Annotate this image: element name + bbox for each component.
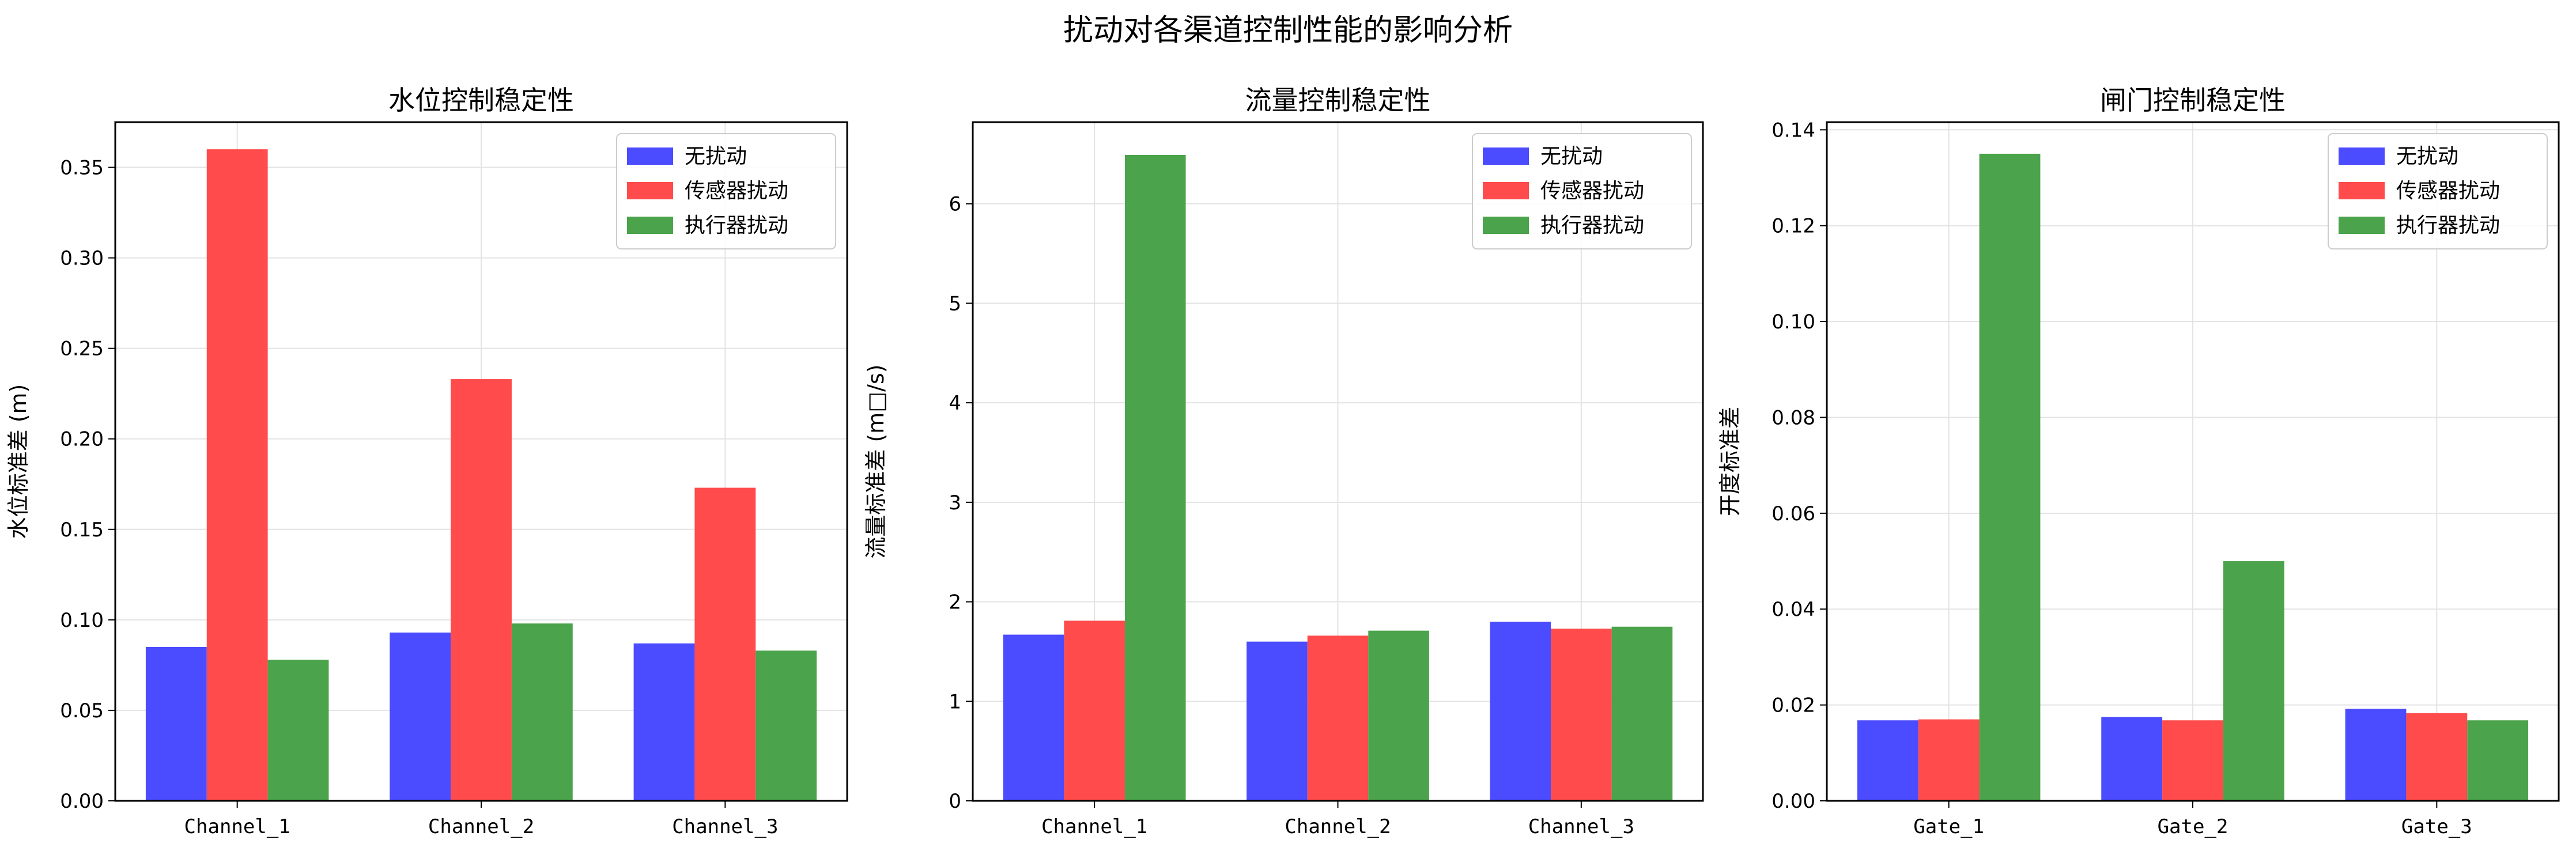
legend-label: 执行器扰动: [2396, 214, 2500, 237]
y-tick-label: 0.15: [60, 519, 104, 542]
y-tick-label: 0.20: [60, 428, 104, 451]
legend-label: 无扰动: [2396, 145, 2458, 168]
x-tick-label: Gate_3: [2401, 815, 2472, 838]
bar[interactable]: [1247, 641, 1308, 801]
x-tick-label: Gate_1: [1913, 815, 1984, 838]
bar[interactable]: [511, 623, 573, 801]
y-tick-label: 0.10: [60, 609, 104, 632]
bar[interactable]: [2101, 717, 2163, 801]
bar[interactable]: [1551, 629, 1612, 801]
y-tick-label: 2: [949, 591, 961, 614]
bar[interactable]: [1918, 719, 1980, 801]
legend-swatch: [1483, 217, 1529, 234]
panel-title: 水位控制稳定性: [388, 85, 574, 116]
y-tick-label: 0.00: [60, 790, 104, 813]
legend-label: 传感器扰动: [685, 179, 788, 203]
bar[interactable]: [267, 659, 329, 801]
x-tick-label: Gate_2: [2158, 815, 2228, 838]
bar[interactable]: [1368, 630, 1429, 801]
bar[interactable]: [390, 632, 451, 801]
bar[interactable]: [1611, 626, 1673, 801]
legend-label: 执行器扰动: [685, 214, 788, 237]
bar[interactable]: [694, 487, 756, 801]
y-axis-label: 开度标准差: [1717, 407, 1743, 516]
bar[interactable]: [2406, 713, 2468, 801]
bar[interactable]: [1857, 720, 1918, 801]
y-tick-label: 5: [949, 292, 961, 315]
y-tick-label: 0.02: [1772, 694, 1815, 717]
y-tick-label: 0.00: [1772, 790, 1815, 813]
bar[interactable]: [1490, 622, 1551, 801]
bar[interactable]: [1003, 634, 1064, 801]
x-tick-label: Channel_1: [184, 815, 290, 838]
legend-label: 传感器扰动: [1540, 179, 1644, 203]
y-tick-label: 0.08: [1772, 406, 1815, 429]
y-tick-label: 1: [949, 690, 961, 713]
bar[interactable]: [1307, 635, 1369, 801]
bar[interactable]: [1124, 155, 1186, 801]
y-tick-label: 3: [949, 491, 961, 514]
bar[interactable]: [756, 650, 817, 801]
x-tick-label: Channel_1: [1041, 815, 1147, 838]
legend-label: 无扰动: [1540, 145, 1603, 168]
y-tick-label: 0.12: [1772, 215, 1815, 238]
figure-title: 扰动对各渠道控制性能的影响分析: [1063, 13, 1513, 48]
legend-label: 无扰动: [685, 145, 747, 168]
y-tick-label: 4: [949, 392, 961, 415]
bar[interactable]: [145, 646, 207, 801]
x-tick-label: Channel_2: [1285, 815, 1391, 838]
bar[interactable]: [2467, 720, 2529, 801]
x-tick-label: Channel_3: [672, 815, 778, 838]
bar[interactable]: [1979, 153, 2041, 801]
legend-swatch: [2339, 147, 2385, 165]
y-tick-label: 0.25: [60, 338, 104, 361]
bar[interactable]: [633, 643, 695, 801]
y-tick-label: 0.14: [1772, 119, 1815, 142]
x-tick-label: Channel_2: [428, 815, 534, 838]
bar[interactable]: [2162, 720, 2223, 801]
plot-frame: [972, 121, 1704, 802]
y-tick-label: 0: [949, 790, 961, 813]
y-tick-label: 6: [949, 193, 961, 216]
y-tick-label: 0.10: [1772, 311, 1815, 334]
legend-swatch: [2339, 217, 2385, 234]
plot-frame: [1826, 121, 2560, 802]
bar[interactable]: [451, 379, 512, 801]
y-tick-label: 0.04: [1772, 598, 1815, 621]
legend-label: 执行器扰动: [1540, 214, 1644, 237]
y-tick-label: 0.30: [60, 247, 104, 270]
panel-title: 流量控制稳定性: [1245, 85, 1431, 116]
y-axis-label: 水位标准差 (m): [6, 384, 31, 539]
legend-swatch: [627, 147, 673, 165]
bar[interactable]: [2345, 709, 2407, 801]
legend-label: 传感器扰动: [2396, 179, 2500, 203]
legend-swatch: [627, 217, 673, 234]
y-axis-label: 流量标准差 (m□/s): [863, 364, 889, 558]
y-tick-label: 0.35: [60, 157, 104, 180]
y-tick-label: 0.06: [1772, 502, 1815, 525]
bar[interactable]: [1064, 621, 1125, 801]
legend-swatch: [2339, 182, 2385, 199]
legend-swatch: [627, 182, 673, 199]
y-tick-label: 0.05: [60, 699, 104, 722]
legend-swatch: [1483, 182, 1529, 199]
panel-title: 闸门控制稳定性: [2100, 85, 2286, 116]
x-tick-label: Channel_3: [1528, 815, 1634, 838]
legend-swatch: [1483, 147, 1529, 165]
plot-frame: [114, 121, 848, 802]
bar[interactable]: [2223, 561, 2284, 801]
bar[interactable]: [206, 149, 268, 801]
